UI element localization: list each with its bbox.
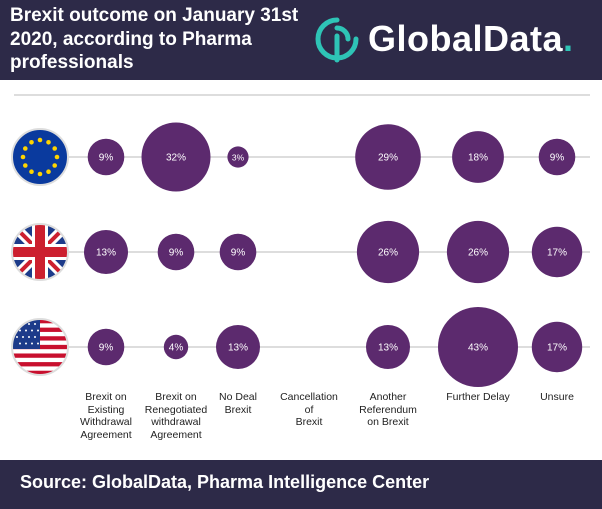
- us-flag-icon: [11, 318, 69, 376]
- category-label: Cancellation of Brexit: [280, 391, 338, 428]
- bubble-value-label: 17%: [547, 248, 567, 259]
- bubble-value-label: 13%: [378, 343, 398, 354]
- category-label: No Deal Brexit: [219, 391, 257, 416]
- bubble: [356, 220, 420, 284]
- bubble: [531, 321, 583, 373]
- bubble: [141, 122, 211, 192]
- bubble-value-label: 26%: [378, 248, 398, 259]
- bubble: [438, 307, 518, 387]
- bubble: [355, 124, 421, 190]
- logo-dot: .: [563, 18, 574, 59]
- bubble-chart: 9% 32% 3% 29% 18% 9% 13% 9% 9% 26% 26% 17% 9% 4% 13% 13…: [11, 94, 590, 387]
- bubble: [216, 325, 260, 369]
- category-label: Another Referendum on Brexit: [359, 391, 417, 428]
- bubble: [84, 230, 128, 274]
- bubble: [538, 138, 576, 176]
- category-label: Unsure: [540, 391, 574, 403]
- bubble-value-label: 9%: [550, 153, 565, 164]
- logo-wordmark-text: GlobalData: [368, 18, 564, 59]
- bubble: [446, 220, 510, 284]
- chart-rows: 9% 32% 3% 29% 18% 9% 13% 9% 9% 26% 26% 17% 9% 4% 13% 13…: [40, 122, 590, 387]
- uk-flag-icon: [11, 223, 69, 281]
- bubble: [157, 233, 195, 271]
- category-label: Brexit on Existing Withdrawal Agreement: [80, 391, 132, 441]
- bubble-value-label: 17%: [547, 343, 567, 354]
- bubble-value-label: 32%: [166, 153, 186, 164]
- bubble-value-label: 13%: [96, 248, 116, 259]
- bubble-value-label: 3%: [232, 153, 245, 163]
- eu-flag-icon: [11, 128, 69, 186]
- bubble-value-label: 29%: [378, 153, 398, 164]
- source-note: Source: GlobalData, Pharma Intelligence …: [20, 472, 430, 492]
- category-label: Brexit on Renegotiated withdrawal Agreem…: [144, 391, 208, 441]
- bubble-value-label: 9%: [231, 248, 246, 259]
- bubble-value-label: 18%: [468, 153, 488, 164]
- bubble: [366, 325, 410, 369]
- bubble-value-label: 9%: [99, 153, 114, 164]
- bubble-value-label: 9%: [99, 343, 114, 354]
- bubble: [163, 334, 189, 360]
- globaldata-logo: GlobalData.: [314, 14, 594, 64]
- bubble: [227, 146, 249, 168]
- bubble-value-label: 26%: [468, 248, 488, 259]
- chart-title: Brexit outcome on January 31st 2020, acc…: [10, 5, 299, 73]
- header-banner: Brexit outcome on January 31st 2020, acc…: [0, 0, 602, 80]
- bubble-value-label: 13%: [228, 343, 248, 354]
- logo-wordmark: GlobalData.: [368, 19, 574, 59]
- bubble-value-label: 43%: [468, 343, 488, 354]
- bubble: [87, 138, 125, 176]
- globaldata-logo-icon: [315, 17, 359, 63]
- footer-banner: Source: GlobalData, Pharma Intelligence …: [0, 460, 602, 509]
- bubble: [219, 233, 257, 271]
- bubble: [531, 226, 583, 278]
- bubble: [452, 131, 504, 183]
- bubble-value-label: 9%: [169, 248, 184, 259]
- bubble-value-label: 4%: [169, 343, 184, 354]
- category-label: Further Delay: [446, 391, 510, 403]
- bubble: [87, 328, 125, 366]
